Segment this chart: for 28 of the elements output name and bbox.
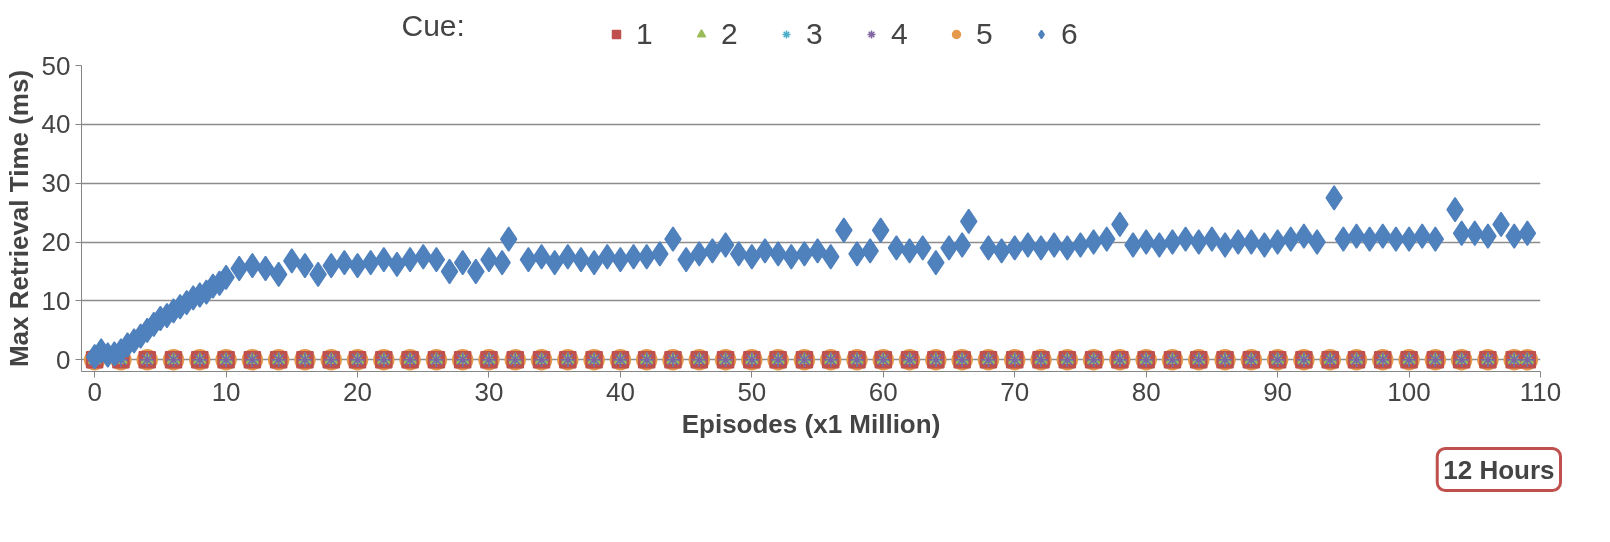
x-tick-label: 40 [605, 376, 635, 407]
x-tick-label: 90 [1263, 376, 1293, 407]
legend-label: 4 [891, 17, 909, 51]
x-tick-label: 110 [1519, 376, 1562, 407]
y-tick-label: 40 [41, 109, 71, 140]
x-tick-label: 80 [1131, 376, 1161, 407]
y-tick-label: 10 [41, 285, 71, 316]
legend-title: Cue: [401, 8, 465, 42]
y-tick-label: 30 [41, 168, 71, 199]
x-tick-label: 50 [737, 376, 767, 407]
y-axis-title: Max Retrieval Time (ms) [3, 69, 34, 368]
y-tick-label: 50 [41, 50, 71, 81]
legend-label: 2 [721, 17, 739, 51]
y-tick-label: 0 [56, 344, 71, 375]
legend-label: 5 [976, 17, 994, 51]
x-tick-label: 0 [87, 376, 102, 407]
legend-label: 6 [1061, 17, 1079, 51]
x-tick-label: 20 [343, 376, 372, 407]
x-tick-label: 60 [868, 376, 898, 407]
x-tick-label: 10 [211, 376, 241, 407]
legend-label: 1 [636, 17, 654, 51]
x-tick-label: 30 [474, 376, 504, 407]
x-tick-label: 70 [1000, 376, 1030, 407]
x-tick-label: 100 [1387, 376, 1431, 407]
legend-label: 3 [806, 17, 824, 51]
x-axis-title: Episodes (x1 Million) [681, 408, 941, 439]
y-tick-label: 20 [41, 227, 71, 258]
text: 12 Hours [1443, 454, 1555, 485]
